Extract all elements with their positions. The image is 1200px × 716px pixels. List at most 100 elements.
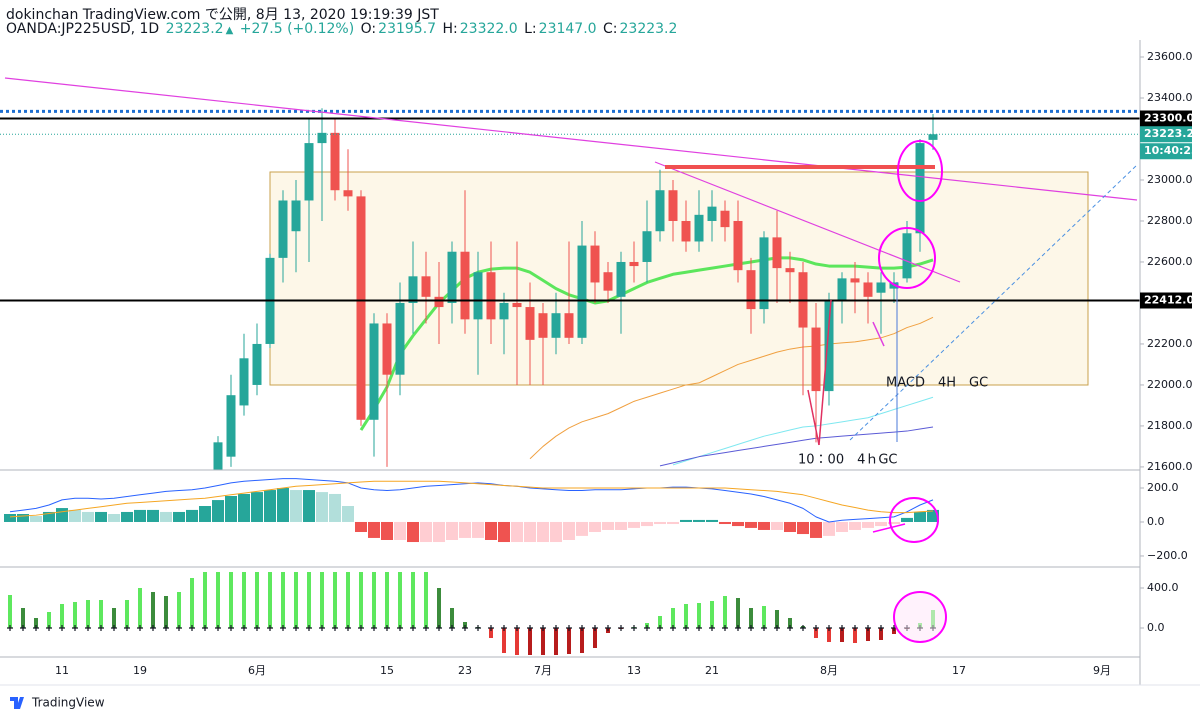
- candle-body: [590, 245, 600, 283]
- zero-cross: [553, 625, 559, 631]
- macd-histogram-bar: [420, 521, 432, 543]
- macd-histogram-bar: [537, 521, 549, 543]
- candle-body: [759, 237, 769, 310]
- candle-body: [213, 442, 223, 470]
- oscillator-bar: [866, 628, 870, 641]
- candle-body: [460, 251, 470, 320]
- zero-cross: [163, 625, 169, 631]
- oscillator-bar: [879, 628, 883, 640]
- macd-histogram-bar: [160, 511, 172, 522]
- zero-cross: [228, 625, 234, 631]
- macd-histogram-bar: [511, 521, 523, 543]
- candle-body: [395, 302, 405, 375]
- oscillator-bar: [255, 572, 259, 628]
- macd-histogram-bar: [30, 516, 42, 522]
- macd-histogram-bar: [394, 521, 406, 540]
- zero-cross: [514, 625, 520, 631]
- macd-histogram-bar: [355, 521, 367, 533]
- macd-histogram-bar: [654, 521, 666, 525]
- ma-line: [659, 426, 934, 467]
- y-tick-label: −200.0: [1147, 549, 1188, 562]
- macd-histogram-bar: [342, 506, 354, 522]
- panel: [0, 108, 1140, 470]
- zero-cross: [33, 625, 39, 631]
- candle-body: [538, 313, 548, 338]
- zero-cross: [527, 625, 533, 631]
- highlight-ellipse: [897, 140, 943, 202]
- macd-histogram-bar: [498, 521, 510, 543]
- macd-histogram-bar: [862, 521, 874, 528]
- zero-cross: [722, 625, 728, 631]
- candle-body: [473, 272, 483, 320]
- zero-cross: [176, 625, 182, 631]
- macd-histogram-bar: [56, 508, 68, 522]
- x-tick-label: 15: [380, 664, 394, 677]
- x-tick-label: 6月: [248, 664, 266, 677]
- macd-histogram-bar: [225, 495, 237, 522]
- zero-cross: [345, 625, 351, 631]
- macd-histogram-bar: [264, 490, 276, 522]
- trendline: [654, 161, 961, 283]
- candle-body: [551, 313, 561, 338]
- macd-histogram-bar: [433, 521, 445, 543]
- y-tick-label: 0.0: [1147, 515, 1165, 528]
- zero-cross: [475, 625, 481, 631]
- oscillator-bar: [242, 572, 246, 628]
- oscillator-bar: [372, 572, 376, 628]
- oscillator-bar: [359, 572, 363, 628]
- candle-body: [837, 278, 847, 301]
- macd-histogram-bar: [550, 521, 562, 543]
- candle-body: [486, 272, 496, 320]
- macd-histogram-bar: [459, 521, 471, 538]
- macd-histogram-bar: [888, 521, 900, 525]
- zero-cross: [202, 625, 208, 631]
- oscillator-bar: [21, 608, 25, 628]
- macd-histogram-bar: [173, 511, 185, 522]
- zero-cross: [579, 625, 585, 631]
- candle-body: [447, 251, 457, 303]
- zero-cross: [280, 625, 286, 631]
- macd-histogram-bar: [4, 513, 16, 522]
- oscillator-bar: [502, 628, 506, 653]
- x-tick-label: 19: [133, 664, 147, 677]
- y-tick-label: 400.0: [1147, 581, 1179, 594]
- macd-histogram-bar: [641, 521, 653, 527]
- ma-line: [9, 480, 934, 518]
- plot: [0, 108, 1140, 655]
- zero-cross: [111, 625, 117, 631]
- highlight-ellipse: [889, 497, 939, 543]
- macd-histogram-bar: [706, 519, 718, 522]
- zero-cross: [293, 625, 299, 631]
- oscillator-bar: [177, 592, 181, 628]
- trendline-dashed: [849, 164, 1138, 441]
- zero-cross: [787, 625, 793, 631]
- oscillator-bar: [788, 618, 792, 628]
- macd-histogram-bar: [875, 521, 887, 527]
- y-tick-label: 23600.0: [1147, 50, 1193, 63]
- macd-histogram-bar: [108, 513, 120, 522]
- macd-histogram-bar: [368, 521, 380, 538]
- candle-body: [694, 214, 704, 242]
- candle-body: [564, 313, 574, 338]
- zero-cross: [462, 625, 468, 631]
- macd-histogram-bar: [316, 492, 328, 522]
- macd-histogram-bar: [472, 521, 484, 538]
- candle-body: [343, 190, 353, 197]
- zero-cross: [852, 625, 858, 631]
- macd-histogram-bar: [329, 493, 341, 522]
- y-tick-label: 200.0: [1147, 481, 1179, 494]
- zero-cross: [631, 625, 637, 631]
- candle-body: [733, 220, 743, 271]
- x-tick-label: 11: [55, 664, 69, 677]
- macd-histogram-bar: [797, 521, 809, 535]
- oscillator-bar: [775, 610, 779, 628]
- candle-body: [668, 190, 678, 221]
- oscillator-bar: [489, 628, 493, 638]
- macd-histogram-bar: [69, 509, 81, 522]
- hline-label-bg: [1140, 292, 1192, 309]
- macd-histogram-bar: [849, 521, 861, 530]
- macd-histogram-bar: [212, 500, 224, 522]
- highlight-ellipse: [893, 591, 947, 643]
- high-label: H:: [442, 21, 458, 37]
